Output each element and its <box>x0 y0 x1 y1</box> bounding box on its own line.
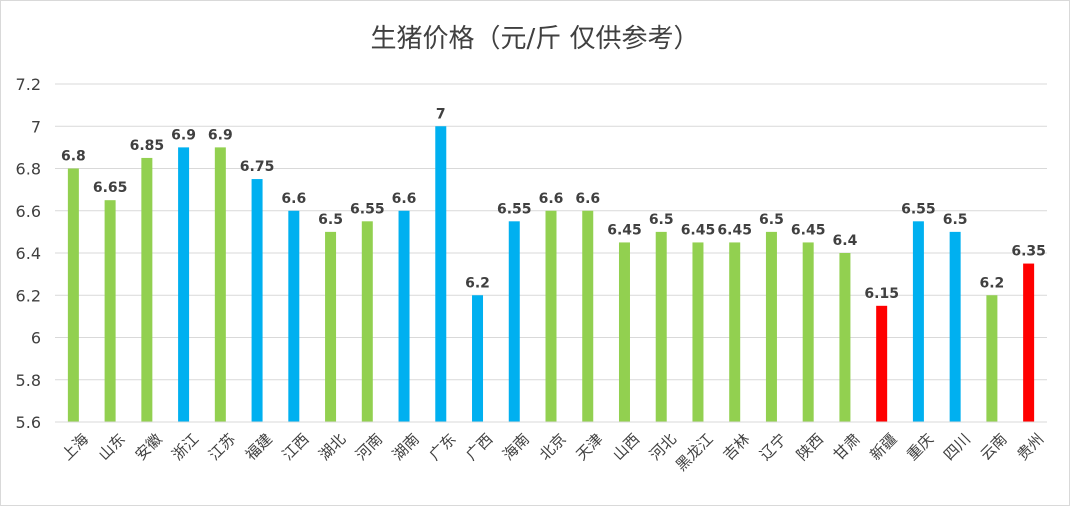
data-label: 6.15 <box>864 286 899 302</box>
x-tick-label: 安徽 <box>132 430 166 464</box>
data-label: 6.5 <box>943 212 968 228</box>
bar <box>949 231 961 422</box>
data-label: 6.8 <box>61 149 86 165</box>
data-label: 6.6 <box>281 191 306 207</box>
x-tick-label: 吉林 <box>720 430 754 464</box>
bar <box>655 231 667 422</box>
data-label: 6.6 <box>539 191 564 207</box>
bar <box>765 231 777 422</box>
x-tick-label: 江苏 <box>205 430 239 464</box>
bar <box>729 242 741 422</box>
data-label: 6.55 <box>901 201 936 217</box>
data-label: 6.2 <box>979 275 1004 291</box>
x-tick-label: 黑龙江 <box>672 430 717 475</box>
bar <box>472 295 484 422</box>
bar <box>1023 263 1035 422</box>
bar <box>435 126 447 422</box>
x-tick-label: 云南 <box>977 430 1011 464</box>
bar <box>251 179 263 422</box>
x-tick-label: 江西 <box>279 430 313 464</box>
data-label: 6.5 <box>759 212 784 228</box>
data-label: 6.4 <box>833 233 858 249</box>
y-tick-label: 7.2 <box>16 75 41 94</box>
bar <box>398 210 410 422</box>
x-tick-label: 山西 <box>609 430 643 464</box>
x-tick-label: 浙江 <box>168 430 202 464</box>
bar <box>288 210 300 422</box>
x-tick-label: 广西 <box>462 430 496 464</box>
bar <box>692 242 704 422</box>
bar <box>618 242 630 422</box>
bar <box>508 221 520 422</box>
data-label: 6.9 <box>171 127 196 143</box>
data-label: 7 <box>436 106 446 122</box>
data-label: 6.55 <box>350 201 385 217</box>
bar <box>839 253 851 422</box>
data-label: 6.45 <box>717 222 752 238</box>
bar <box>802 242 814 422</box>
x-tick-label: 湖北 <box>315 430 349 464</box>
bar <box>876 305 888 422</box>
x-tick-label: 贵州 <box>1013 430 1047 464</box>
y-tick-label: 6 <box>31 329 41 348</box>
data-label: 6.75 <box>240 159 275 175</box>
data-label: 6.6 <box>392 191 417 207</box>
bar <box>912 221 924 422</box>
data-label: 6.2 <box>465 275 490 291</box>
x-tick-label: 四川 <box>940 430 974 464</box>
data-label: 6.9 <box>208 127 233 143</box>
data-label: 6.55 <box>497 201 532 217</box>
x-tick-label: 福建 <box>242 430 276 464</box>
bar <box>582 210 594 422</box>
data-label: 6.6 <box>575 191 600 207</box>
data-label: 6.35 <box>1011 244 1046 260</box>
data-label: 6.45 <box>607 222 642 238</box>
x-tick-label: 陕西 <box>793 430 827 464</box>
bar <box>986 295 998 422</box>
x-tick-label: 辽宁 <box>756 430 790 464</box>
y-tick-label: 6.4 <box>16 244 41 263</box>
x-tick-label: 广东 <box>426 430 460 464</box>
y-tick-label: 5.8 <box>16 371 41 390</box>
x-tick-label: 甘肃 <box>830 430 864 464</box>
bar <box>361 221 373 422</box>
bar <box>141 157 153 422</box>
x-tick-label: 天津 <box>573 430 607 464</box>
bar <box>325 231 337 422</box>
data-label: 6.5 <box>318 212 343 228</box>
data-label: 6.65 <box>93 180 128 196</box>
data-label: 6.85 <box>130 138 165 154</box>
x-tick-label: 海南 <box>499 430 533 464</box>
x-tick-label: 河南 <box>352 430 386 464</box>
bar <box>545 210 557 422</box>
bar <box>178 147 190 422</box>
y-tick-label: 6.8 <box>16 160 41 179</box>
y-tick-label: 5.6 <box>16 413 41 432</box>
x-tick-label: 湖南 <box>389 430 423 464</box>
data-label: 6.5 <box>649 212 674 228</box>
chart-title: 生猪价格（元/斤 仅供参考） <box>370 24 700 54</box>
data-label: 6.45 <box>791 222 826 238</box>
x-tick-label: 重庆 <box>903 430 937 464</box>
bar <box>67 168 79 422</box>
y-tick-label: 7 <box>31 117 41 136</box>
bar <box>104 200 116 422</box>
x-tick-label: 山东 <box>95 430 129 464</box>
x-tick-label: 北京 <box>536 430 570 464</box>
bar <box>214 147 226 422</box>
y-tick-label: 6.6 <box>16 202 41 221</box>
x-tick-label: 新疆 <box>866 430 900 464</box>
x-tick-label: 上海 <box>58 430 92 464</box>
data-label: 6.45 <box>681 222 716 238</box>
y-tick-label: 6.2 <box>16 286 41 305</box>
